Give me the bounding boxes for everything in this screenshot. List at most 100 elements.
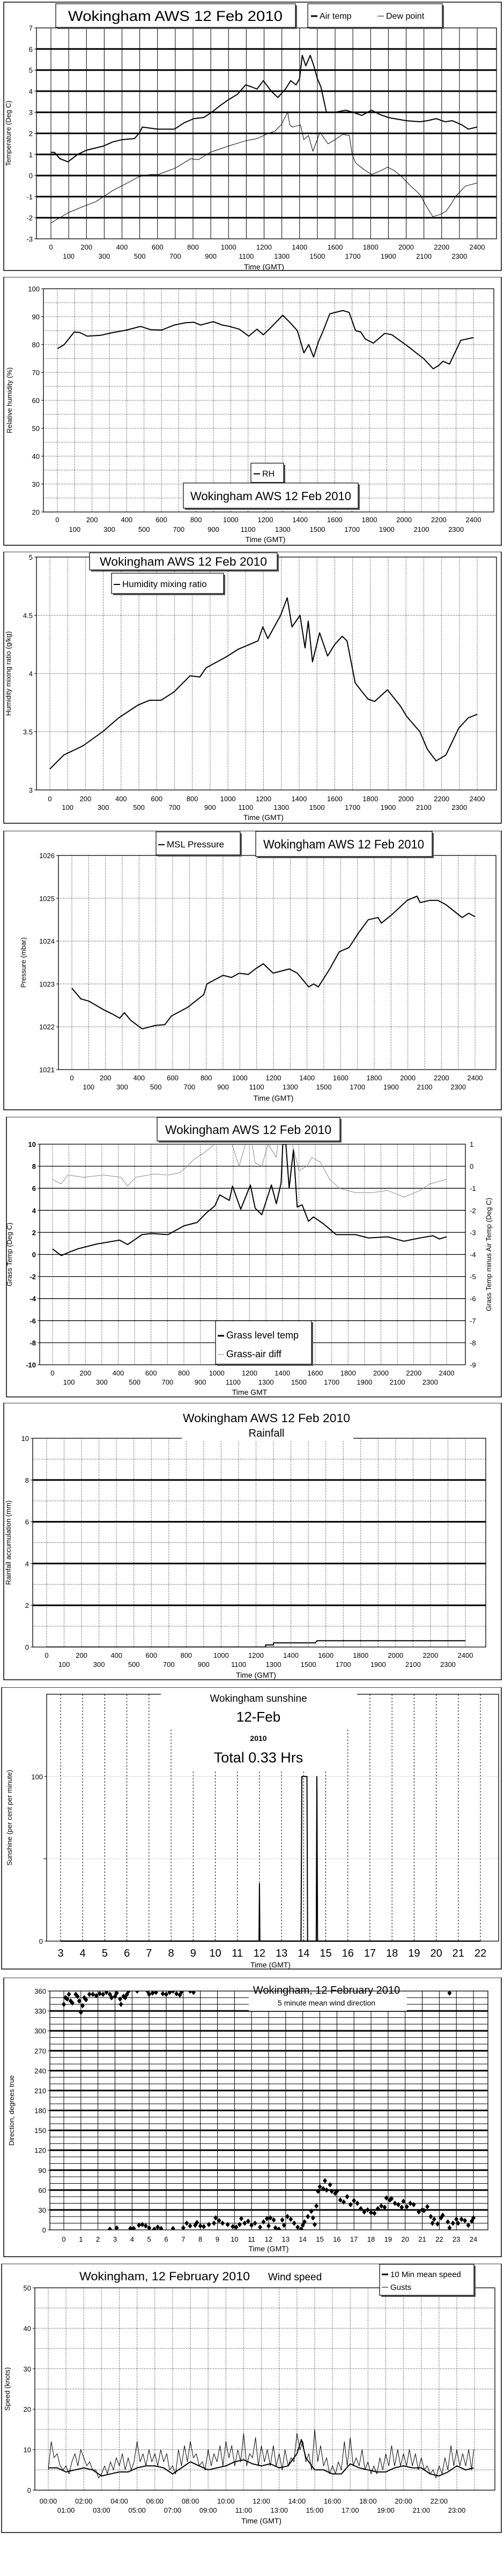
chart-border	[1, 2263, 502, 2533]
data-point	[195, 2220, 199, 2226]
x-tick-label: 04:00	[110, 2497, 128, 2505]
legend-label: Grass level temp	[226, 1330, 299, 1341]
x-tick-label: 900	[204, 803, 216, 811]
legend-label: Humidity mixing ratio	[122, 579, 207, 589]
data-point	[365, 2207, 370, 2213]
y-axis-label: Humidity mixing ratio (g/kg)	[4, 631, 12, 716]
x-tick-label: 100	[62, 803, 73, 811]
x-tick-label: 13:00	[270, 2506, 288, 2514]
chart-title: Wokingham sunshine	[210, 1693, 307, 1704]
data-point	[179, 1991, 184, 1995]
x-tick-label: 14	[298, 1948, 309, 1959]
x-tick-label: 300	[96, 1378, 108, 1386]
data-point	[164, 1992, 168, 1997]
data-point	[137, 2222, 142, 2228]
data-point	[432, 2216, 436, 2222]
x-tick-label: 200	[79, 1369, 91, 1377]
x-tick-label: 300	[98, 803, 109, 811]
chart-border	[3, 1402, 502, 1680]
data-point	[459, 2216, 464, 2222]
chart-border	[3, 830, 502, 1110]
x-tick-label: 2000	[396, 516, 412, 524]
sunshine-chart: 0 100 3 4 5 6 7 8 9 10 11 12 13 14 15 16 17 18 19 20 21 22 Tim…	[1, 1687, 502, 1970]
x-tick-label: 1500	[309, 803, 325, 811]
x-tick-label: 06:00	[146, 2497, 164, 2505]
x-tick-label: 2000	[398, 243, 414, 251]
legend: Air temp Dew point	[307, 3, 444, 29]
data-point	[264, 2215, 269, 2221]
x-tick-label: 0	[62, 2235, 65, 2243]
title-box: Wokingham AWS 12 Feb 2010	[89, 552, 279, 572]
x-tick-label: 2200	[423, 1651, 438, 1659]
x-tick-label: 2200	[434, 243, 449, 251]
series-group	[49, 597, 478, 770]
y-tick-label: 0	[39, 1937, 43, 1945]
data-point	[213, 2215, 218, 2221]
x-tick-label: 18	[386, 1948, 398, 1959]
x-tick-label: 1300	[266, 1660, 281, 1668]
y-tick-label: -2	[29, 1273, 36, 1281]
y-tick-label: 90	[39, 2167, 46, 2175]
x-tick-label: 2000	[373, 1369, 389, 1377]
y-tick-label: 6	[25, 1518, 29, 1526]
data-point	[66, 1992, 71, 1997]
x-tick-label: 1800	[362, 795, 378, 803]
x-tick-label: 2200	[434, 1074, 449, 1082]
data-point	[145, 1991, 150, 1994]
data-point	[155, 2224, 160, 2230]
temperature-chart: -3 -2 -1 0 1 2 3 4 5 6 7 0 100 200 300 400 500 600 700 800 9…	[3, 2, 502, 271]
data-point	[193, 2222, 198, 2228]
x-tick-label: 700	[173, 525, 184, 533]
legend-label: RH	[262, 470, 275, 479]
y-tick-label: 2	[32, 1228, 36, 1236]
x-tick-label: 1200	[258, 516, 273, 524]
y-tick-label: 180	[34, 2107, 46, 2115]
x-tick-label: 2100	[416, 803, 432, 811]
y-tick-label: 0	[42, 2226, 46, 2234]
data-point	[310, 2215, 315, 2221]
data-point	[234, 2224, 239, 2230]
temperature-chart-panel: -3 -2 -1 0 1 2 3 4 5 6 7 0 100 200 300 400 500 600 700 800 9…	[0, 0, 504, 272]
x-tick-label: 600	[145, 1651, 157, 1659]
chart-border	[3, 2, 502, 271]
x-tick-label: 1600	[328, 243, 343, 251]
x-tick-label: 500	[129, 1378, 140, 1386]
rainfall-chart-panel: 0 2 4 6 8 10 0 100 200 300 400 500 600 700 800 900 1000 1…	[0, 1402, 504, 1681]
x-tick-label: 100	[63, 252, 75, 260]
x-tick-label: 0	[55, 516, 59, 524]
y-right-tick-label: -6	[470, 1295, 476, 1303]
data-point	[306, 2214, 310, 2220]
series-line-rh	[57, 310, 474, 370]
x-axis-label: Time (GMT)	[246, 535, 286, 544]
x-tick-label: 1000	[232, 1074, 248, 1082]
y-right-axis-label: Grass Temp minus Air Temp (Deg C)	[485, 1198, 493, 1311]
data-point	[87, 1992, 92, 1997]
data-point	[362, 2209, 367, 2215]
x-tick-label: 0	[45, 1651, 48, 1659]
y-tick-label: 1026	[39, 852, 55, 860]
x-tick-label: 20	[401, 2235, 409, 2243]
x-tick-label: 1700	[336, 1660, 351, 1668]
x-tick-label: 22	[435, 2235, 443, 2243]
x-tick-label: 0	[50, 1369, 54, 1377]
x-tick-label: 1700	[324, 1378, 339, 1386]
x-tick-label: 2000	[398, 795, 414, 803]
series-group	[62, 1991, 476, 2230]
data-point	[152, 2226, 157, 2230]
x-tick-label: 6	[164, 2235, 168, 2243]
x-tick-label: 1800	[367, 1074, 382, 1082]
x-tick-label: 22	[475, 1948, 486, 1959]
data-point	[392, 2200, 397, 2206]
x-tick-label: 10:00	[217, 2497, 235, 2505]
legend: Grass level temp Grass-air diff	[215, 1320, 313, 1366]
grass-temp-chart-panel: -10 -8 -6 -4 -2 0 2 4 6 8 10 -9 -8 -7 -6 -5 -4 -3 -2 -1 0 1 0 1…	[0, 1116, 504, 1398]
data-point	[188, 2223, 192, 2229]
x-tick-label: 900	[217, 1083, 229, 1091]
data-point	[107, 1992, 112, 1997]
data-point	[174, 1991, 179, 1996]
x-tick-label: 15:00	[306, 2506, 324, 2514]
y-tick-label: 8	[32, 1162, 36, 1170]
x-tick-label: 900	[198, 1660, 210, 1668]
x-tick-label: 1600	[318, 1651, 333, 1659]
x-tick-label: 2100	[405, 1660, 421, 1668]
